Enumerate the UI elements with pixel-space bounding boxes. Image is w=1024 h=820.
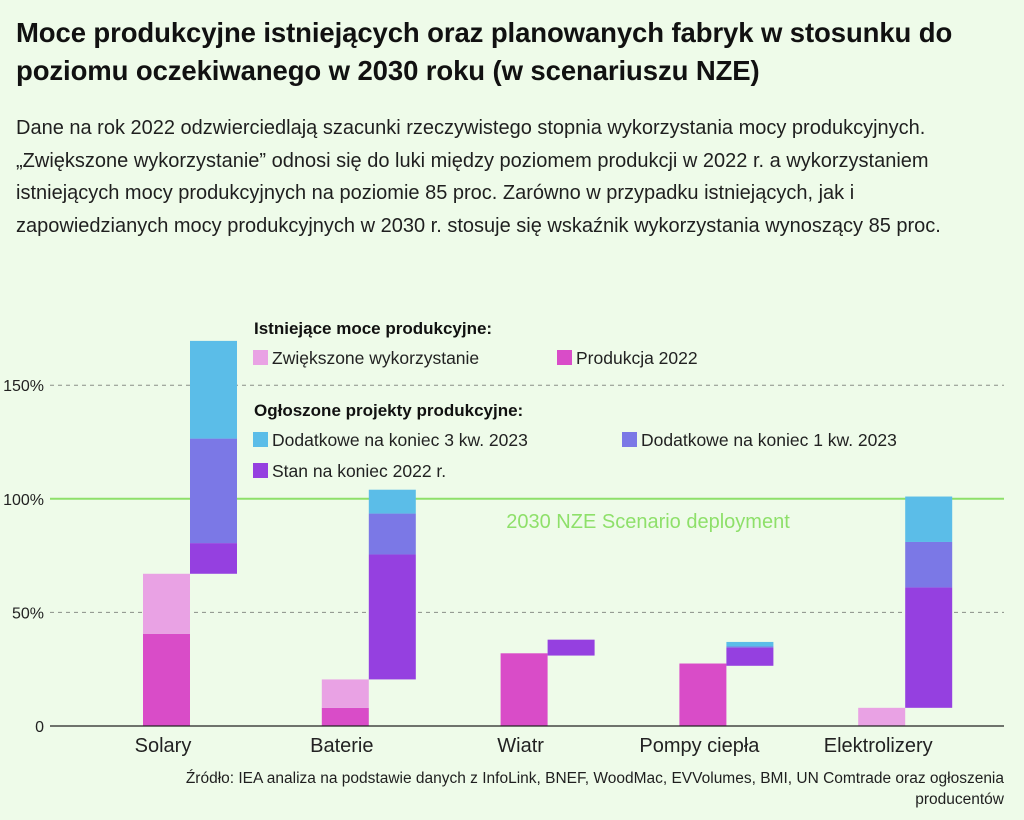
- y-tick-label: 50%: [12, 605, 44, 622]
- legend: Istniejące moce produkcyjne: Ogłoszone pr…: [253, 319, 897, 481]
- bar-announced: [726, 641, 774, 647]
- bar-announced: [905, 541, 953, 588]
- bar-existing: [321, 707, 369, 726]
- legend-swatch: [253, 432, 268, 447]
- legend-swatch: [622, 432, 637, 447]
- bar-existing: [500, 653, 548, 726]
- bar-existing: [858, 707, 906, 726]
- bar-existing: [143, 633, 190, 726]
- legend-swatch: [253, 350, 268, 365]
- source-note: Źródło: IEA analiza na podstawie danych …: [185, 770, 1004, 808]
- legend-item-label: Zwiększone wykorzystanie: [272, 348, 479, 368]
- x-tick-label: Solary: [135, 735, 192, 757]
- bar-announced: [190, 543, 237, 574]
- bar-announced: [905, 496, 953, 542]
- x-tick-label: Pompy ciepła: [639, 735, 760, 757]
- bar-announced: [905, 587, 953, 708]
- y-tick-label: 150%: [3, 378, 44, 395]
- bar-announced: [726, 647, 774, 666]
- bar-announced: [368, 554, 416, 680]
- bar-announced: [368, 489, 416, 514]
- reference-line-label: 2030 NZE Scenario deployment: [506, 511, 790, 533]
- chart-subtitle: Dane na rok 2022 odzwierciedlają szacunk…: [16, 117, 941, 237]
- gridlines: [50, 384, 1004, 613]
- bar-announced: [190, 438, 237, 544]
- legend-item-label: Dodatkowe na koniec 3 kw. 2023: [272, 430, 528, 450]
- legend-group-title: Istniejące moce produkcyjne:: [254, 319, 492, 338]
- x-tick-label: Baterie: [310, 735, 373, 757]
- legend-item-label: Stan na koniec 2022 r.: [272, 461, 446, 481]
- bar-existing: [143, 573, 190, 634]
- x-tick-label: Elektrolizery: [824, 735, 933, 757]
- bar-announced: [547, 639, 595, 656]
- legend-item-label: Produkcja 2022: [576, 348, 698, 368]
- bar-existing: [321, 679, 369, 708]
- bar-announced: [190, 340, 237, 439]
- legend-swatch: [253, 463, 268, 478]
- bar-announced: [726, 646, 774, 648]
- chart-title: Moce produkcyjne istniejących oraz plano…: [16, 17, 953, 86]
- x-tick-label: Wiatr: [497, 735, 544, 757]
- bars: [143, 340, 953, 726]
- legend-item-label: Dodatkowe na koniec 1 kw. 2023: [641, 430, 897, 450]
- y-tick-label: 100%: [3, 492, 44, 509]
- bar-announced: [368, 513, 416, 555]
- legend-swatch: [557, 350, 572, 365]
- bar-existing: [679, 663, 727, 726]
- legend-group-title: Ogłoszone projekty produkcyjne:: [254, 401, 523, 420]
- y-tick-label: 0: [35, 719, 44, 736]
- axes: 0 50% 100% 150% Solary Baterie Wiatr Pompy ciep…: [3, 378, 1004, 757]
